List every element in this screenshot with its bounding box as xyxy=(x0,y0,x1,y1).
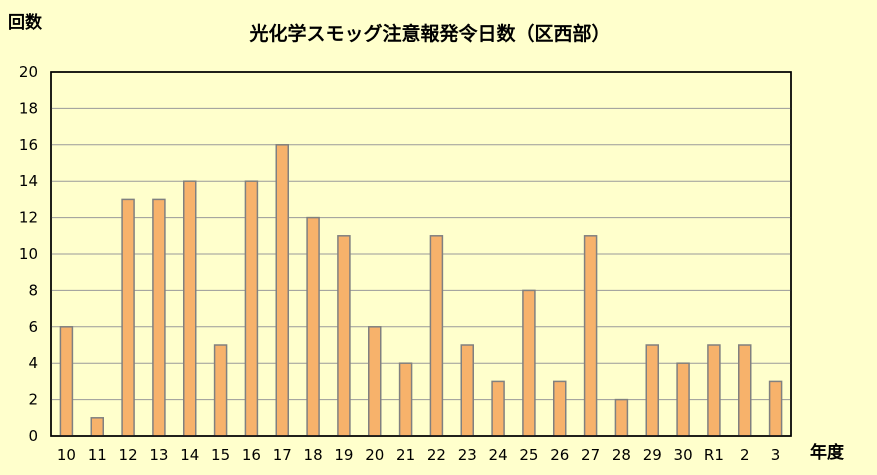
y-tick-label: 14 xyxy=(19,172,38,190)
x-tick-label: 18 xyxy=(304,446,323,464)
y-tick-label: 2 xyxy=(28,391,38,409)
bar-20 xyxy=(368,326,382,437)
x-tick-label: 27 xyxy=(581,446,600,464)
x-tick-label: 15 xyxy=(211,446,230,464)
bar-22 xyxy=(429,235,444,437)
bar-3 xyxy=(768,380,783,437)
y-tick-label: 8 xyxy=(28,281,38,299)
x-tick-label: 3 xyxy=(771,446,781,464)
bar-18 xyxy=(306,216,320,437)
y-tick-label: 6 xyxy=(28,318,38,336)
x-tick-label: 19 xyxy=(334,446,353,464)
bar-29 xyxy=(645,344,659,437)
bar-23 xyxy=(460,344,474,437)
bar-15 xyxy=(213,344,228,437)
x-tick-label: 21 xyxy=(396,446,415,464)
x-tick-label: 26 xyxy=(550,446,569,464)
y-tick-label: 4 xyxy=(28,354,38,372)
x-tick-label: 16 xyxy=(242,446,261,464)
x-tick-label: 13 xyxy=(149,446,168,464)
y-tick-label: 18 xyxy=(19,99,38,117)
bar-2 xyxy=(738,344,752,437)
bar-12 xyxy=(121,198,135,437)
bar-25 xyxy=(522,289,536,437)
x-tick-label: R1 xyxy=(704,446,724,464)
bar-30 xyxy=(676,362,690,437)
x-tick-label: 17 xyxy=(273,446,292,464)
x-tick-label: 25 xyxy=(519,446,538,464)
bar-26 xyxy=(553,380,567,437)
y-tick-label: 12 xyxy=(19,209,38,227)
x-tick-label: 23 xyxy=(458,446,477,464)
bar-28 xyxy=(614,398,629,437)
x-tick-label: 29 xyxy=(643,446,662,464)
gridlines xyxy=(51,107,791,401)
y-tick-label: 16 xyxy=(19,136,38,154)
bar-13 xyxy=(152,198,166,437)
bar-24 xyxy=(491,380,505,437)
x-tick-label: 11 xyxy=(88,446,107,464)
bar-19 xyxy=(337,235,351,437)
y-tick-label: 10 xyxy=(19,245,38,263)
chart-title: 光化学スモッグ注意報発令日数（区西部） xyxy=(248,22,610,45)
x-tick-label: 24 xyxy=(489,446,508,464)
bar-27 xyxy=(583,235,598,437)
bar-21 xyxy=(398,362,413,437)
plot-border xyxy=(50,71,792,437)
x-tick-label: 28 xyxy=(612,446,631,464)
bar-16 xyxy=(244,180,259,437)
x-tick-labels: 10 11 12 13 14 15 16 17 18 19 20 21 22 23 24 25 26 27 28 29… xyxy=(57,446,780,464)
x-tick-label: 20 xyxy=(365,446,384,464)
y-axis-title: 回数 xyxy=(8,12,43,33)
y-tick-labels: 0 2 4 6 8 10 12 14 16 18 20 xyxy=(19,63,38,445)
bar-17 xyxy=(275,144,289,437)
y-tick-label: 20 xyxy=(19,63,38,81)
x-tick-label: 12 xyxy=(119,446,138,464)
bar-14 xyxy=(183,180,197,437)
bar-11 xyxy=(90,417,104,437)
y-tick-label: 0 xyxy=(28,427,38,445)
bars xyxy=(59,144,783,437)
x-tick-label: 2 xyxy=(740,446,750,464)
x-tick-label: 22 xyxy=(427,446,446,464)
x-tick-label: 10 xyxy=(57,446,76,464)
x-axis-title: 年度 xyxy=(810,442,845,463)
bar-10 xyxy=(59,326,74,437)
bar-R1 xyxy=(707,344,721,437)
x-tick-label: 30 xyxy=(674,446,693,464)
x-tick-label: 14 xyxy=(180,446,199,464)
